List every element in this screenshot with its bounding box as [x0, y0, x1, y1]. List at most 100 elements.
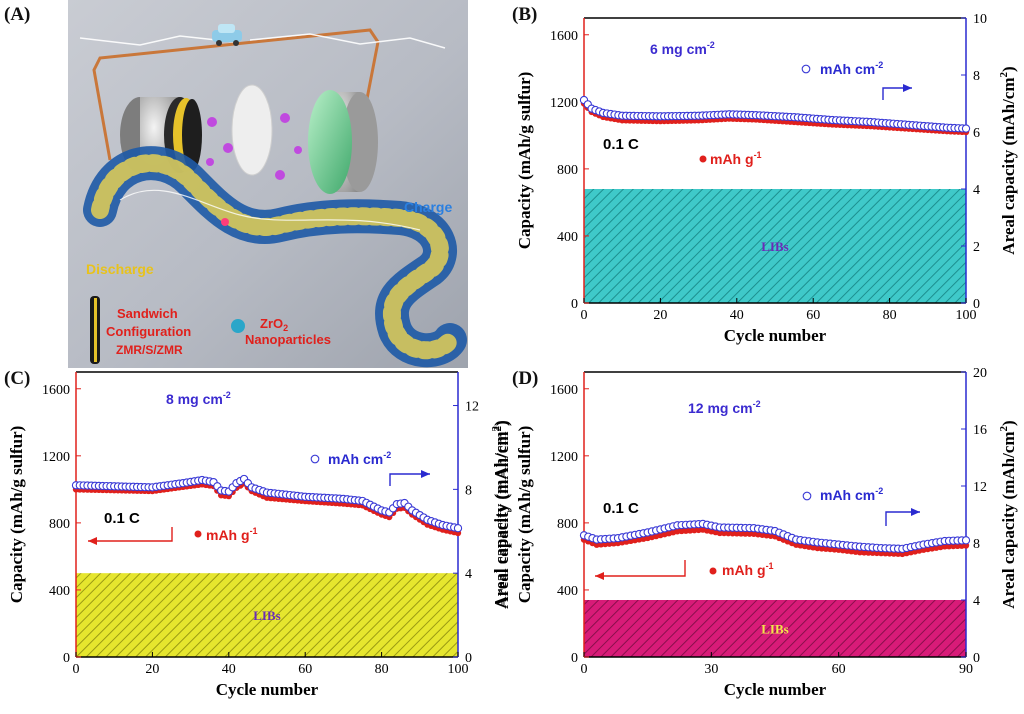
- sulfur-particles-icon: [91, 154, 459, 360]
- y-right-tick-label: 8: [973, 69, 980, 84]
- electron-path-icon: [119, 189, 421, 231]
- loading-label: 12 mg cm-2: [688, 399, 761, 416]
- loading-label-text: 12 mg cm: [688, 400, 753, 416]
- legend-marker-mah-g: [709, 567, 717, 575]
- right-axis-arrow-icon: [882, 87, 912, 100]
- legend-label-mah-cm2-text: mAh cm: [820, 61, 875, 77]
- lithium-ions-icon: [206, 113, 302, 180]
- loading-label-text: 8 mg cm: [166, 391, 223, 407]
- car-icon: [212, 24, 242, 46]
- sandwich-label-3: ZMR/S/ZMR: [116, 343, 183, 357]
- legend-marker-mah-g: [194, 530, 202, 538]
- rate-label: 0.1 C: [603, 500, 639, 517]
- panel-label-a: (A): [4, 4, 30, 25]
- y-left-axis-label: Capacity (mAh/g sulfur): [515, 426, 534, 604]
- legend-label-mah-cm2-sup: -2: [383, 450, 391, 460]
- legend-label-mah-cm2: mAh cm-2: [328, 450, 391, 467]
- x-tick-label: 20: [145, 662, 159, 677]
- libs-label: LIBs: [761, 622, 788, 637]
- right-axis-arrowhead-icon: [903, 84, 912, 92]
- right-axis-arrow-icon: [389, 473, 430, 486]
- zro2-label-1: ZrO2: [260, 316, 288, 333]
- x-tick-label: 100: [448, 662, 469, 677]
- y-right-tick-label: 0: [973, 297, 980, 312]
- x-tick-label: 20: [653, 308, 667, 323]
- rate-label: 0.1 C: [104, 510, 140, 527]
- x-tick-label: 60: [806, 308, 820, 323]
- legend-label-mah-cm2-text: mAh cm: [328, 451, 383, 467]
- loading-label-sup: -2: [753, 399, 761, 409]
- x-tick-label: 80: [375, 662, 389, 677]
- y-right-axis-label-close: ): [491, 420, 510, 426]
- x-tick-label: 0: [581, 308, 588, 323]
- y-right-axis-label: Areal capacity (mAh/cm2): [490, 420, 510, 608]
- legend-label-mah-g-sup: -1: [766, 561, 774, 571]
- legend-label-mah-cm2-sup: -2: [875, 486, 883, 496]
- y-right-axis-label-close: ): [999, 66, 1018, 72]
- y-right-tick-label: 20: [973, 366, 987, 381]
- data-point-mah-cm2: [961, 536, 971, 545]
- legend-label-mah-g: mAh g-1: [206, 526, 258, 543]
- y-extra-axis-label-close: ): [493, 420, 512, 426]
- zro2-label-2: Nanoparticles: [245, 332, 331, 347]
- y-right-tick-label: 12: [973, 480, 987, 495]
- legend-marker-mah-cm2: [802, 491, 812, 501]
- y-left-axis-label: Capacity (mAh/g sulfur): [515, 72, 534, 250]
- y-right-tick-label: 0: [465, 651, 472, 666]
- y-right-tick-label: 0: [973, 651, 980, 666]
- legend-label-mah-cm2: mAh cm-2: [820, 60, 883, 77]
- legend-label-mah-g: mAh g-1: [722, 561, 774, 578]
- x-tick-label: 60: [832, 662, 846, 677]
- x-tick-label: 0: [73, 662, 80, 677]
- libs-band: [76, 573, 458, 657]
- y-right-axis-label-text: Areal capacity (mAh/cm: [999, 77, 1018, 254]
- loading-label: 8 mg cm-2: [166, 390, 231, 407]
- x-tick-label: 80: [883, 308, 897, 323]
- left-axis-arrow-icon: [88, 527, 173, 542]
- sandwich-label-1: Sandwich: [117, 306, 178, 321]
- sandwich-label-2: Configuration: [106, 324, 191, 339]
- y-left-tick-label: 800: [557, 517, 578, 532]
- y-right-tick-label: 4: [973, 594, 980, 609]
- x-tick-label: 0: [581, 662, 588, 677]
- y-right-tick-label: 4: [465, 567, 472, 582]
- x-tick-label: 60: [298, 662, 312, 677]
- y-right-tick-label: 12: [465, 400, 479, 415]
- y-left-tick-label: 0: [63, 651, 70, 666]
- panel-a: (A): [4, 0, 468, 368]
- y-right-tick-label: 6: [973, 126, 980, 141]
- x-tick-label: 90: [959, 662, 973, 677]
- y-extra-axis-label-text: Areal capacity (mAh/cm: [493, 431, 512, 608]
- y-left-tick-label: 400: [557, 584, 578, 599]
- y-left-tick-label: 0: [571, 651, 578, 666]
- legend-label-mah-cm2-sup: -2: [875, 60, 883, 70]
- legend-label-mah-g-text: mAh g: [710, 151, 754, 167]
- libs-label: LIBs: [761, 239, 788, 254]
- y-right-axis-label-text: Areal capacity (mAh/cm: [999, 431, 1018, 608]
- y-left-tick-label: 1600: [42, 383, 70, 398]
- y-right-axis-label: Areal capacity (mAh/cm2): [998, 66, 1018, 254]
- legend-label-mah-cm2-text: mAh cm: [820, 487, 875, 503]
- y-left-tick-label: 1600: [550, 383, 578, 398]
- lightning-icon: [79, 33, 446, 49]
- y-right-axis-label-text: Areal capacity (mAh/cm: [491, 431, 510, 608]
- y-right-tick-label: 16: [973, 423, 987, 438]
- discharge-label: Discharge: [86, 261, 154, 277]
- y-left-tick-label: 400: [49, 584, 70, 599]
- legend-label-mah-cm2: mAh cm-2: [820, 486, 883, 503]
- legend-marker-mah-cm2: [310, 454, 320, 464]
- y-left-tick-label: 400: [557, 230, 578, 245]
- y-right-axis-label-sup: 2: [998, 425, 1010, 431]
- y-right-axis-label-sup: 2: [998, 71, 1010, 77]
- libs-band: [584, 189, 966, 303]
- loading-label-sup: -2: [707, 40, 715, 50]
- y-right-axis-label: Areal capacity (mAh/cm2): [998, 420, 1018, 608]
- y-left-tick-label: 800: [557, 163, 578, 178]
- loading-label-text: 6 mg cm: [650, 41, 707, 57]
- zro2-subscript: 2: [283, 323, 288, 333]
- loading-label: 6 mg cm-2: [650, 40, 715, 57]
- y-right-axis-label-sup: 2: [490, 425, 502, 431]
